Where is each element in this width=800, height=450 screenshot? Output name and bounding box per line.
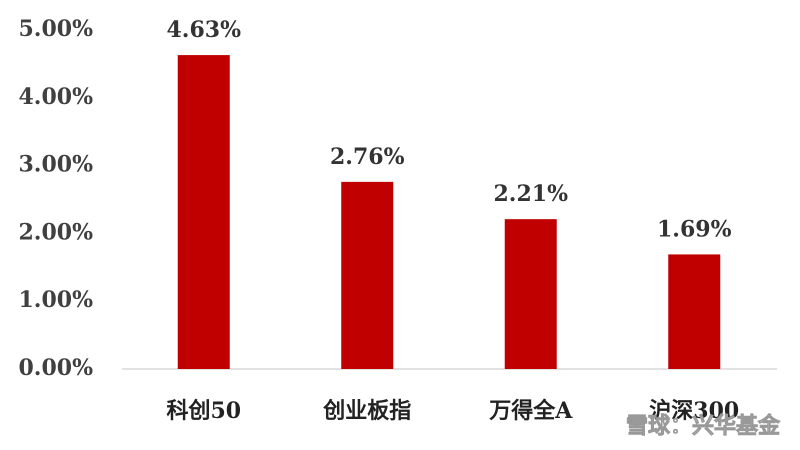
y-tick-label: 4.00% bbox=[19, 84, 94, 110]
bar bbox=[504, 219, 557, 369]
data-label: 2.76% bbox=[330, 144, 405, 170]
bar bbox=[341, 181, 394, 369]
x-tick-label: 沪深300 bbox=[649, 398, 739, 424]
data-label: 4.63% bbox=[167, 17, 242, 43]
y-tick-label: 5.00% bbox=[19, 16, 94, 42]
y-tick-label: 0.00% bbox=[19, 355, 94, 381]
x-tick-label: 科创50 bbox=[166, 398, 241, 424]
y-tick-label: 3.00% bbox=[19, 152, 94, 178]
y-tick-label: 2.00% bbox=[19, 219, 94, 245]
x-tick-label: 万得全A bbox=[488, 398, 573, 424]
data-label: 2.21% bbox=[494, 181, 569, 207]
bar bbox=[668, 254, 721, 369]
bar bbox=[177, 55, 230, 369]
data-label: 1.69% bbox=[657, 216, 732, 242]
x-tick-label: 创业板指 bbox=[322, 398, 411, 424]
watermark: 雪球：兴华基金 bbox=[626, 413, 781, 439]
y-tick-label: 1.00% bbox=[19, 287, 94, 313]
